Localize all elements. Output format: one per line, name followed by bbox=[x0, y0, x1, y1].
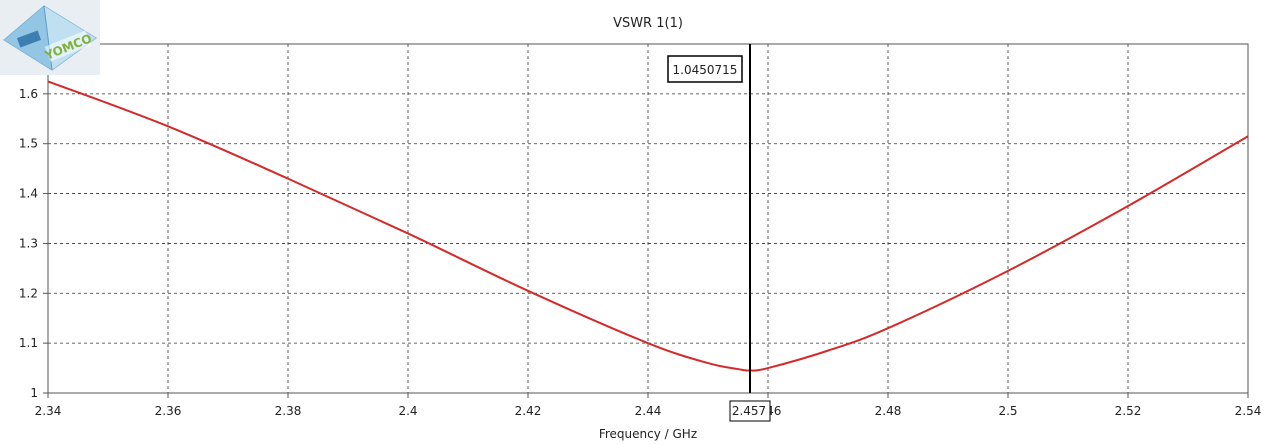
y-tick-label: 1.6 bbox=[19, 87, 38, 101]
x-tick-label: 2.38 bbox=[275, 404, 302, 418]
x-tick-label: 2.36 bbox=[155, 404, 182, 418]
x-tick-label: 2.34 bbox=[35, 404, 62, 418]
y-tick-label: 1.4 bbox=[19, 187, 38, 201]
x-tick-label: 2.54 bbox=[1235, 404, 1262, 418]
x-tick-label: 2.42 bbox=[515, 404, 542, 418]
marker-x-box bbox=[729, 400, 771, 422]
y-tick-label: 1.1 bbox=[19, 336, 38, 350]
y-tick-label: 1.2 bbox=[19, 286, 38, 300]
marker-x-label: 2.457 bbox=[732, 404, 766, 418]
x-tick-label: 2.48 bbox=[875, 404, 902, 418]
x-tick-label: 2.52 bbox=[1115, 404, 1142, 418]
y-tick-label: 1 bbox=[30, 386, 38, 400]
x-axis-label: Frequency / GHz bbox=[599, 427, 697, 441]
marker-value-box bbox=[667, 55, 743, 83]
x-tick-label: 2.5 bbox=[998, 404, 1017, 418]
x-tick-label: 2.44 bbox=[635, 404, 662, 418]
marker-value-label: 1.0450715 bbox=[673, 63, 738, 77]
yomco-logo: YOMCO bbox=[0, 0, 100, 75]
axis-ticks: 2.342.362.382.42.422.442.462.482.52.522.… bbox=[19, 87, 1261, 418]
chart-title: VSWR 1(1) bbox=[613, 16, 683, 31]
y-tick-label: 1.5 bbox=[19, 137, 38, 151]
y-tick-label: 1.3 bbox=[19, 236, 38, 250]
x-tick-label: 2.4 bbox=[398, 404, 417, 418]
grid bbox=[48, 44, 1248, 393]
vswr-curve bbox=[47, 80, 1249, 372]
